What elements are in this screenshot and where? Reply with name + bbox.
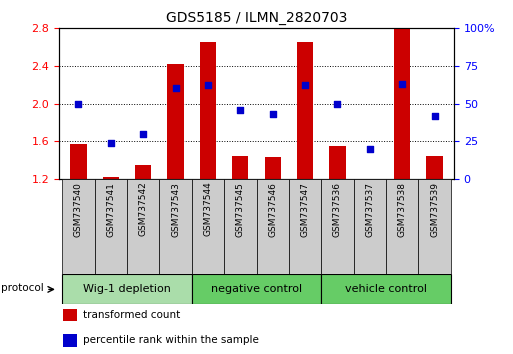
- Text: GSM737537: GSM737537: [365, 182, 374, 236]
- Bar: [192, 179, 224, 274]
- Point: [204, 82, 212, 88]
- Text: GSM737538: GSM737538: [398, 182, 407, 236]
- Bar: [386, 179, 419, 274]
- Bar: [256, 179, 289, 274]
- Bar: [167, 64, 184, 179]
- Bar: [70, 144, 87, 179]
- Bar: [192, 274, 321, 304]
- Text: protocol: protocol: [1, 283, 44, 293]
- Bar: [127, 179, 160, 274]
- Bar: [394, 3, 410, 179]
- Point: [107, 140, 115, 145]
- Point: [398, 81, 406, 87]
- Bar: [63, 334, 77, 347]
- Text: GSM737542: GSM737542: [139, 182, 148, 236]
- Bar: [265, 157, 281, 179]
- Text: Wig-1 depletion: Wig-1 depletion: [83, 284, 171, 295]
- Bar: [200, 42, 216, 179]
- Bar: [297, 42, 313, 179]
- Text: GSM737536: GSM737536: [333, 182, 342, 236]
- Text: GSM737544: GSM737544: [204, 182, 212, 236]
- Point: [366, 146, 374, 152]
- Point: [236, 107, 244, 113]
- Text: GSM737540: GSM737540: [74, 182, 83, 236]
- Point: [171, 86, 180, 91]
- Bar: [321, 274, 451, 304]
- Bar: [329, 146, 346, 179]
- Text: percentile rank within the sample: percentile rank within the sample: [83, 335, 259, 346]
- Text: transformed count: transformed count: [83, 310, 180, 320]
- Bar: [289, 179, 321, 274]
- Point: [139, 131, 147, 136]
- Bar: [135, 165, 151, 179]
- Point: [269, 111, 277, 117]
- Point: [430, 113, 439, 118]
- Bar: [103, 177, 119, 179]
- Bar: [321, 179, 353, 274]
- Text: GSM737543: GSM737543: [171, 182, 180, 236]
- Point: [301, 82, 309, 88]
- Bar: [353, 179, 386, 274]
- Bar: [62, 179, 94, 274]
- Bar: [94, 179, 127, 274]
- Bar: [160, 179, 192, 274]
- Text: GSM737547: GSM737547: [301, 182, 309, 236]
- Bar: [419, 179, 451, 274]
- Text: GDS5185 / ILMN_2820703: GDS5185 / ILMN_2820703: [166, 11, 347, 25]
- Bar: [224, 179, 256, 274]
- Bar: [63, 309, 77, 321]
- Text: GSM737545: GSM737545: [236, 182, 245, 236]
- Bar: [426, 156, 443, 179]
- Text: negative control: negative control: [211, 284, 302, 295]
- Bar: [232, 156, 248, 179]
- Point: [333, 101, 342, 106]
- Bar: [62, 274, 192, 304]
- Text: vehicle control: vehicle control: [345, 284, 427, 295]
- Text: GSM737539: GSM737539: [430, 182, 439, 236]
- Text: GSM737546: GSM737546: [268, 182, 277, 236]
- Text: GSM737541: GSM737541: [106, 182, 115, 236]
- Point: [74, 101, 83, 106]
